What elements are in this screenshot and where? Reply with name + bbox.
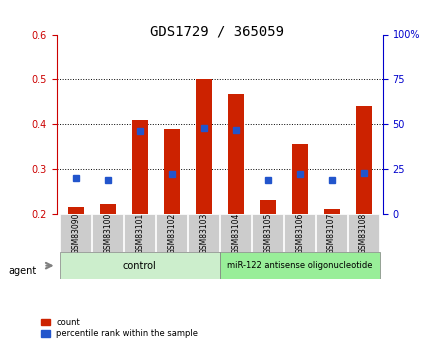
Text: control: control [122, 261, 156, 270]
FancyBboxPatch shape [284, 214, 314, 252]
FancyBboxPatch shape [124, 214, 155, 252]
Bar [163, 129, 179, 214]
Text: GSM83105: GSM83105 [263, 212, 272, 254]
Text: GDS1729 / 365059: GDS1729 / 365059 [150, 24, 284, 38]
Bar [68, 207, 83, 214]
Text: miR-122 antisense oligonucleotide: miR-122 antisense oligonucleotide [227, 261, 372, 270]
Text: GSM83101: GSM83101 [135, 212, 144, 254]
Bar [195, 79, 211, 214]
FancyBboxPatch shape [92, 214, 123, 252]
Bar [99, 204, 115, 214]
Text: GSM83090: GSM83090 [71, 212, 80, 254]
FancyBboxPatch shape [59, 252, 219, 279]
FancyBboxPatch shape [219, 252, 379, 279]
FancyBboxPatch shape [60, 214, 91, 252]
FancyBboxPatch shape [188, 214, 219, 252]
FancyBboxPatch shape [252, 214, 283, 252]
Bar [355, 106, 371, 214]
Text: GSM83100: GSM83100 [103, 212, 112, 254]
FancyBboxPatch shape [220, 214, 250, 252]
Bar [291, 145, 307, 214]
Bar [132, 120, 148, 214]
Text: GSM83104: GSM83104 [230, 212, 240, 254]
FancyBboxPatch shape [348, 214, 378, 252]
Text: GSM83103: GSM83103 [199, 212, 208, 254]
Legend: count, percentile rank within the sample: count, percentile rank within the sample [39, 315, 201, 341]
Text: GSM83106: GSM83106 [294, 212, 303, 254]
FancyBboxPatch shape [156, 214, 187, 252]
Text: GSM83102: GSM83102 [167, 212, 176, 254]
Text: GSM83108: GSM83108 [358, 212, 367, 254]
Bar [323, 209, 339, 214]
Text: GSM83107: GSM83107 [326, 212, 335, 254]
Text: agent: agent [9, 266, 37, 276]
Bar [259, 200, 275, 214]
FancyBboxPatch shape [316, 214, 346, 252]
Bar [227, 94, 243, 214]
